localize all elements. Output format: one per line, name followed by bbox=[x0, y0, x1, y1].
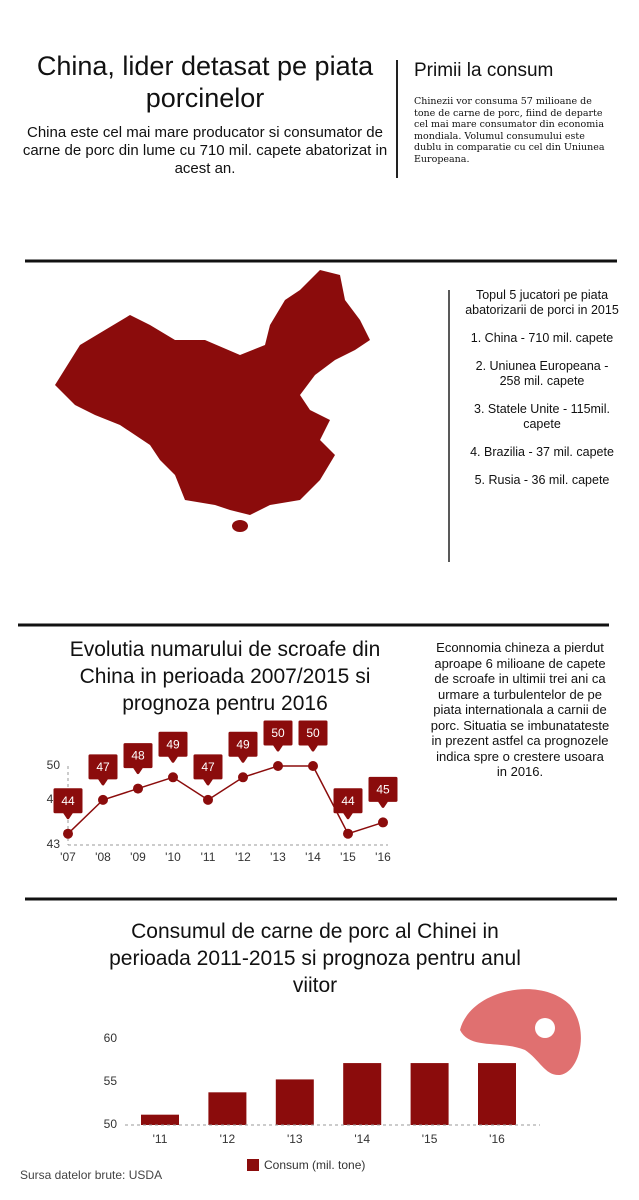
data-label-bubble bbox=[158, 731, 188, 763]
data-label: 50 bbox=[306, 726, 320, 740]
bar bbox=[343, 1063, 382, 1125]
x-tick-label: '12 bbox=[235, 850, 251, 864]
point bbox=[98, 794, 108, 805]
legend-swatch bbox=[247, 1159, 259, 1171]
chart-title: Consumul de carne de porc al Chinei in p… bbox=[109, 920, 521, 997]
bar bbox=[275, 1079, 314, 1125]
point bbox=[343, 828, 353, 839]
x-tick-label: '14 bbox=[305, 850, 321, 864]
chart-title: Evolutia numarului de scroafe din China … bbox=[69, 638, 381, 715]
china-map bbox=[232, 520, 248, 532]
data-label: 49 bbox=[236, 737, 250, 751]
x-tick-label: '09 bbox=[130, 850, 146, 864]
x-tick-label: '14 bbox=[354, 1132, 370, 1146]
x-tick-label: '07 bbox=[60, 850, 76, 864]
bar bbox=[208, 1092, 247, 1125]
x-tick-label: '08 bbox=[95, 850, 111, 864]
point bbox=[168, 772, 178, 783]
title: China, lider detasat pe piata porcinelor bbox=[36, 51, 374, 113]
top5-item: 4. Brazilia - 37 mil. capete bbox=[470, 445, 614, 459]
y-tick-label: 50 bbox=[47, 758, 61, 772]
subtitle: China este cel mai mare producator si co… bbox=[22, 124, 388, 177]
y-tick-label: 60 bbox=[104, 1031, 118, 1045]
y-tick-label: 55 bbox=[104, 1074, 118, 1088]
point bbox=[378, 817, 388, 828]
data-label: 48 bbox=[131, 749, 145, 763]
legend-label: Consum (mil. tone) bbox=[264, 1158, 365, 1172]
source: Sursa datelor brute: USDA bbox=[20, 1168, 163, 1182]
x-tick-label: '11 bbox=[153, 1132, 168, 1146]
data-label: 45 bbox=[376, 783, 390, 797]
top5-item: 2. Uniunea Europeana - 258 mil. capete bbox=[475, 359, 609, 388]
x-tick-label: '16 bbox=[375, 850, 391, 864]
note: Econnomia chineza a pierdut aproape 6 mi… bbox=[430, 640, 610, 779]
data-label: 44 bbox=[341, 794, 355, 808]
x-tick-label: '13 bbox=[287, 1132, 303, 1146]
data-label: 49 bbox=[166, 737, 180, 751]
data-label-bubble bbox=[333, 788, 363, 820]
top5-item: 1. China - 710 mil. capete bbox=[470, 331, 614, 345]
sidebar-text: Chinezii vor consuma 57 milioane de tone… bbox=[414, 96, 605, 165]
data-label-bubble bbox=[123, 743, 153, 775]
data-label-bubble bbox=[263, 720, 293, 752]
point bbox=[63, 828, 73, 839]
y-tick-label: 50 bbox=[104, 1117, 118, 1131]
line bbox=[67, 765, 384, 835]
x-tick-label: '15 bbox=[340, 850, 356, 864]
china-map bbox=[55, 270, 370, 515]
data-label-bubble bbox=[88, 754, 118, 786]
x-tick-label: '12 bbox=[220, 1132, 236, 1146]
bar bbox=[478, 1063, 516, 1125]
data-label: 47 bbox=[96, 760, 110, 774]
point bbox=[203, 794, 213, 805]
data-label: 47 bbox=[201, 760, 215, 774]
x-tick-label: '11 bbox=[201, 850, 216, 864]
bar bbox=[141, 1114, 179, 1125]
top5-title: Topul 5 jucatori pe piata abatorizarii d… bbox=[465, 288, 619, 317]
data-label-bubble bbox=[298, 720, 328, 752]
decoration bbox=[460, 989, 581, 1076]
y-tick-label: 43 bbox=[47, 837, 61, 851]
x-tick-label: '13 bbox=[270, 850, 286, 864]
point bbox=[273, 761, 283, 771]
top5-list: Topul 5 jucatori pe piata abatorizarii d… bbox=[452, 288, 632, 488]
top5-item: 5. Rusia - 36 mil. capete bbox=[474, 473, 610, 487]
top5-item: 3. Statele Unite - 115mil. capete bbox=[474, 402, 610, 431]
data-label: 50 bbox=[271, 726, 285, 740]
decoration bbox=[535, 1018, 555, 1038]
point bbox=[133, 783, 143, 794]
data-label-bubble bbox=[228, 731, 258, 763]
data-label-bubble bbox=[53, 788, 83, 820]
data-label-bubble bbox=[368, 776, 398, 808]
x-tick-label: '10 bbox=[165, 850, 181, 864]
point bbox=[238, 772, 248, 783]
sidebar-title: Primii la consum bbox=[414, 60, 554, 81]
x-tick-label: '15 bbox=[422, 1132, 438, 1146]
data-label-bubble bbox=[193, 754, 223, 786]
x-tick-label: '16 bbox=[489, 1132, 505, 1146]
point bbox=[308, 761, 318, 771]
bar bbox=[410, 1063, 449, 1125]
data-label: 44 bbox=[61, 794, 75, 808]
